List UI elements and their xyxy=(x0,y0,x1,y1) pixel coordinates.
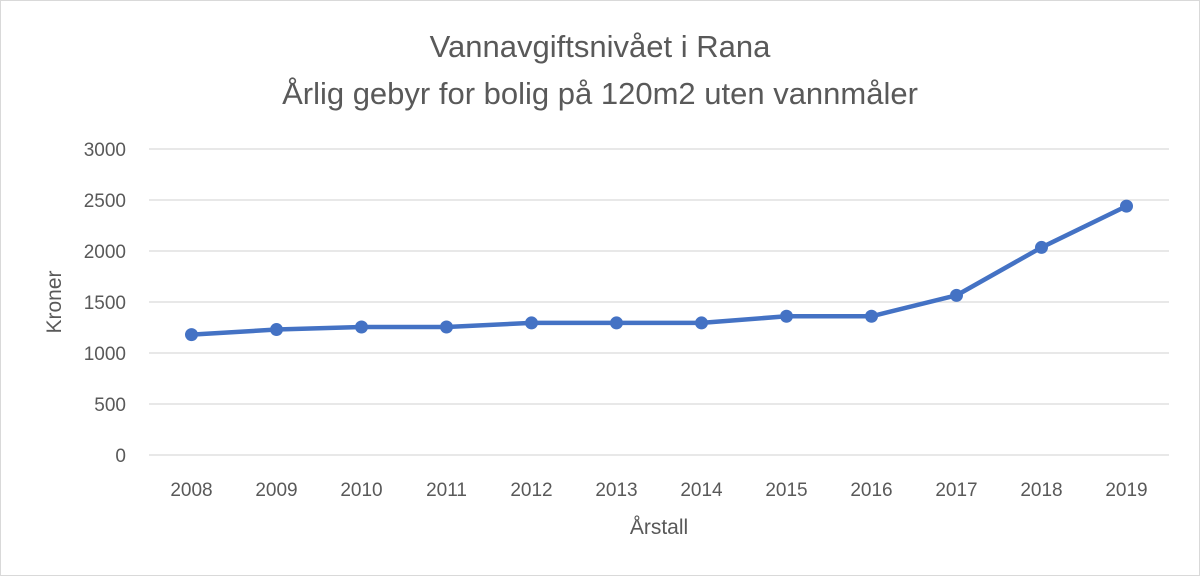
data-point xyxy=(1120,199,1133,213)
x-tick-label: 2009 xyxy=(255,480,297,501)
x-tick-labels: 2008 2009 2010 2011 2012 2013 2014 2015 2016 2017… xyxy=(170,480,1147,501)
data-point xyxy=(440,320,453,334)
x-axis-title: Årstall xyxy=(630,516,688,539)
data-point xyxy=(695,316,708,330)
y-tick-label: 0 xyxy=(115,446,126,467)
y-tick-label: 3000 xyxy=(84,140,126,161)
x-tick-label: 2014 xyxy=(680,480,723,501)
y-tick-label: 500 xyxy=(94,395,126,416)
data-point xyxy=(865,309,878,323)
data-point xyxy=(1035,240,1048,254)
gridlines xyxy=(149,148,1169,456)
y-tick-label: 2000 xyxy=(84,242,126,263)
x-tick-label: 2010 xyxy=(340,480,382,501)
y-tick-label: 2500 xyxy=(84,191,126,212)
x-tick-label: 2018 xyxy=(1020,480,1062,501)
series-layer xyxy=(185,199,1133,342)
y-tick-label: 1500 xyxy=(84,293,126,314)
x-tick-label: 2008 xyxy=(170,480,212,501)
chart-title-line-1: Vannavgiftsnivået i Rana xyxy=(429,29,771,64)
x-tick-label: 2016 xyxy=(850,480,892,501)
x-tick-label: 2013 xyxy=(595,480,637,501)
data-point xyxy=(780,309,793,323)
data-point xyxy=(270,323,283,337)
x-tick-label: 2019 xyxy=(1105,480,1147,501)
chart-title-line-2: Årlig gebyr for bolig på 120m2 uten vann… xyxy=(282,76,918,111)
y-tick-labels: 0 500 1000 1500 2000 2500 3000 xyxy=(84,140,126,467)
x-tick-label: 2017 xyxy=(935,480,977,501)
x-tick-label: 2012 xyxy=(510,480,552,501)
data-point xyxy=(525,316,538,330)
x-tick-label: 2011 xyxy=(426,480,467,501)
y-tick-label: 1000 xyxy=(84,344,126,365)
data-point xyxy=(950,288,963,302)
series-line xyxy=(189,203,1129,337)
data-point xyxy=(610,316,623,330)
data-point xyxy=(355,320,368,334)
x-tick-label: 2015 xyxy=(765,480,807,501)
data-point xyxy=(185,328,198,342)
y-axis-title: Kroner xyxy=(43,270,66,333)
